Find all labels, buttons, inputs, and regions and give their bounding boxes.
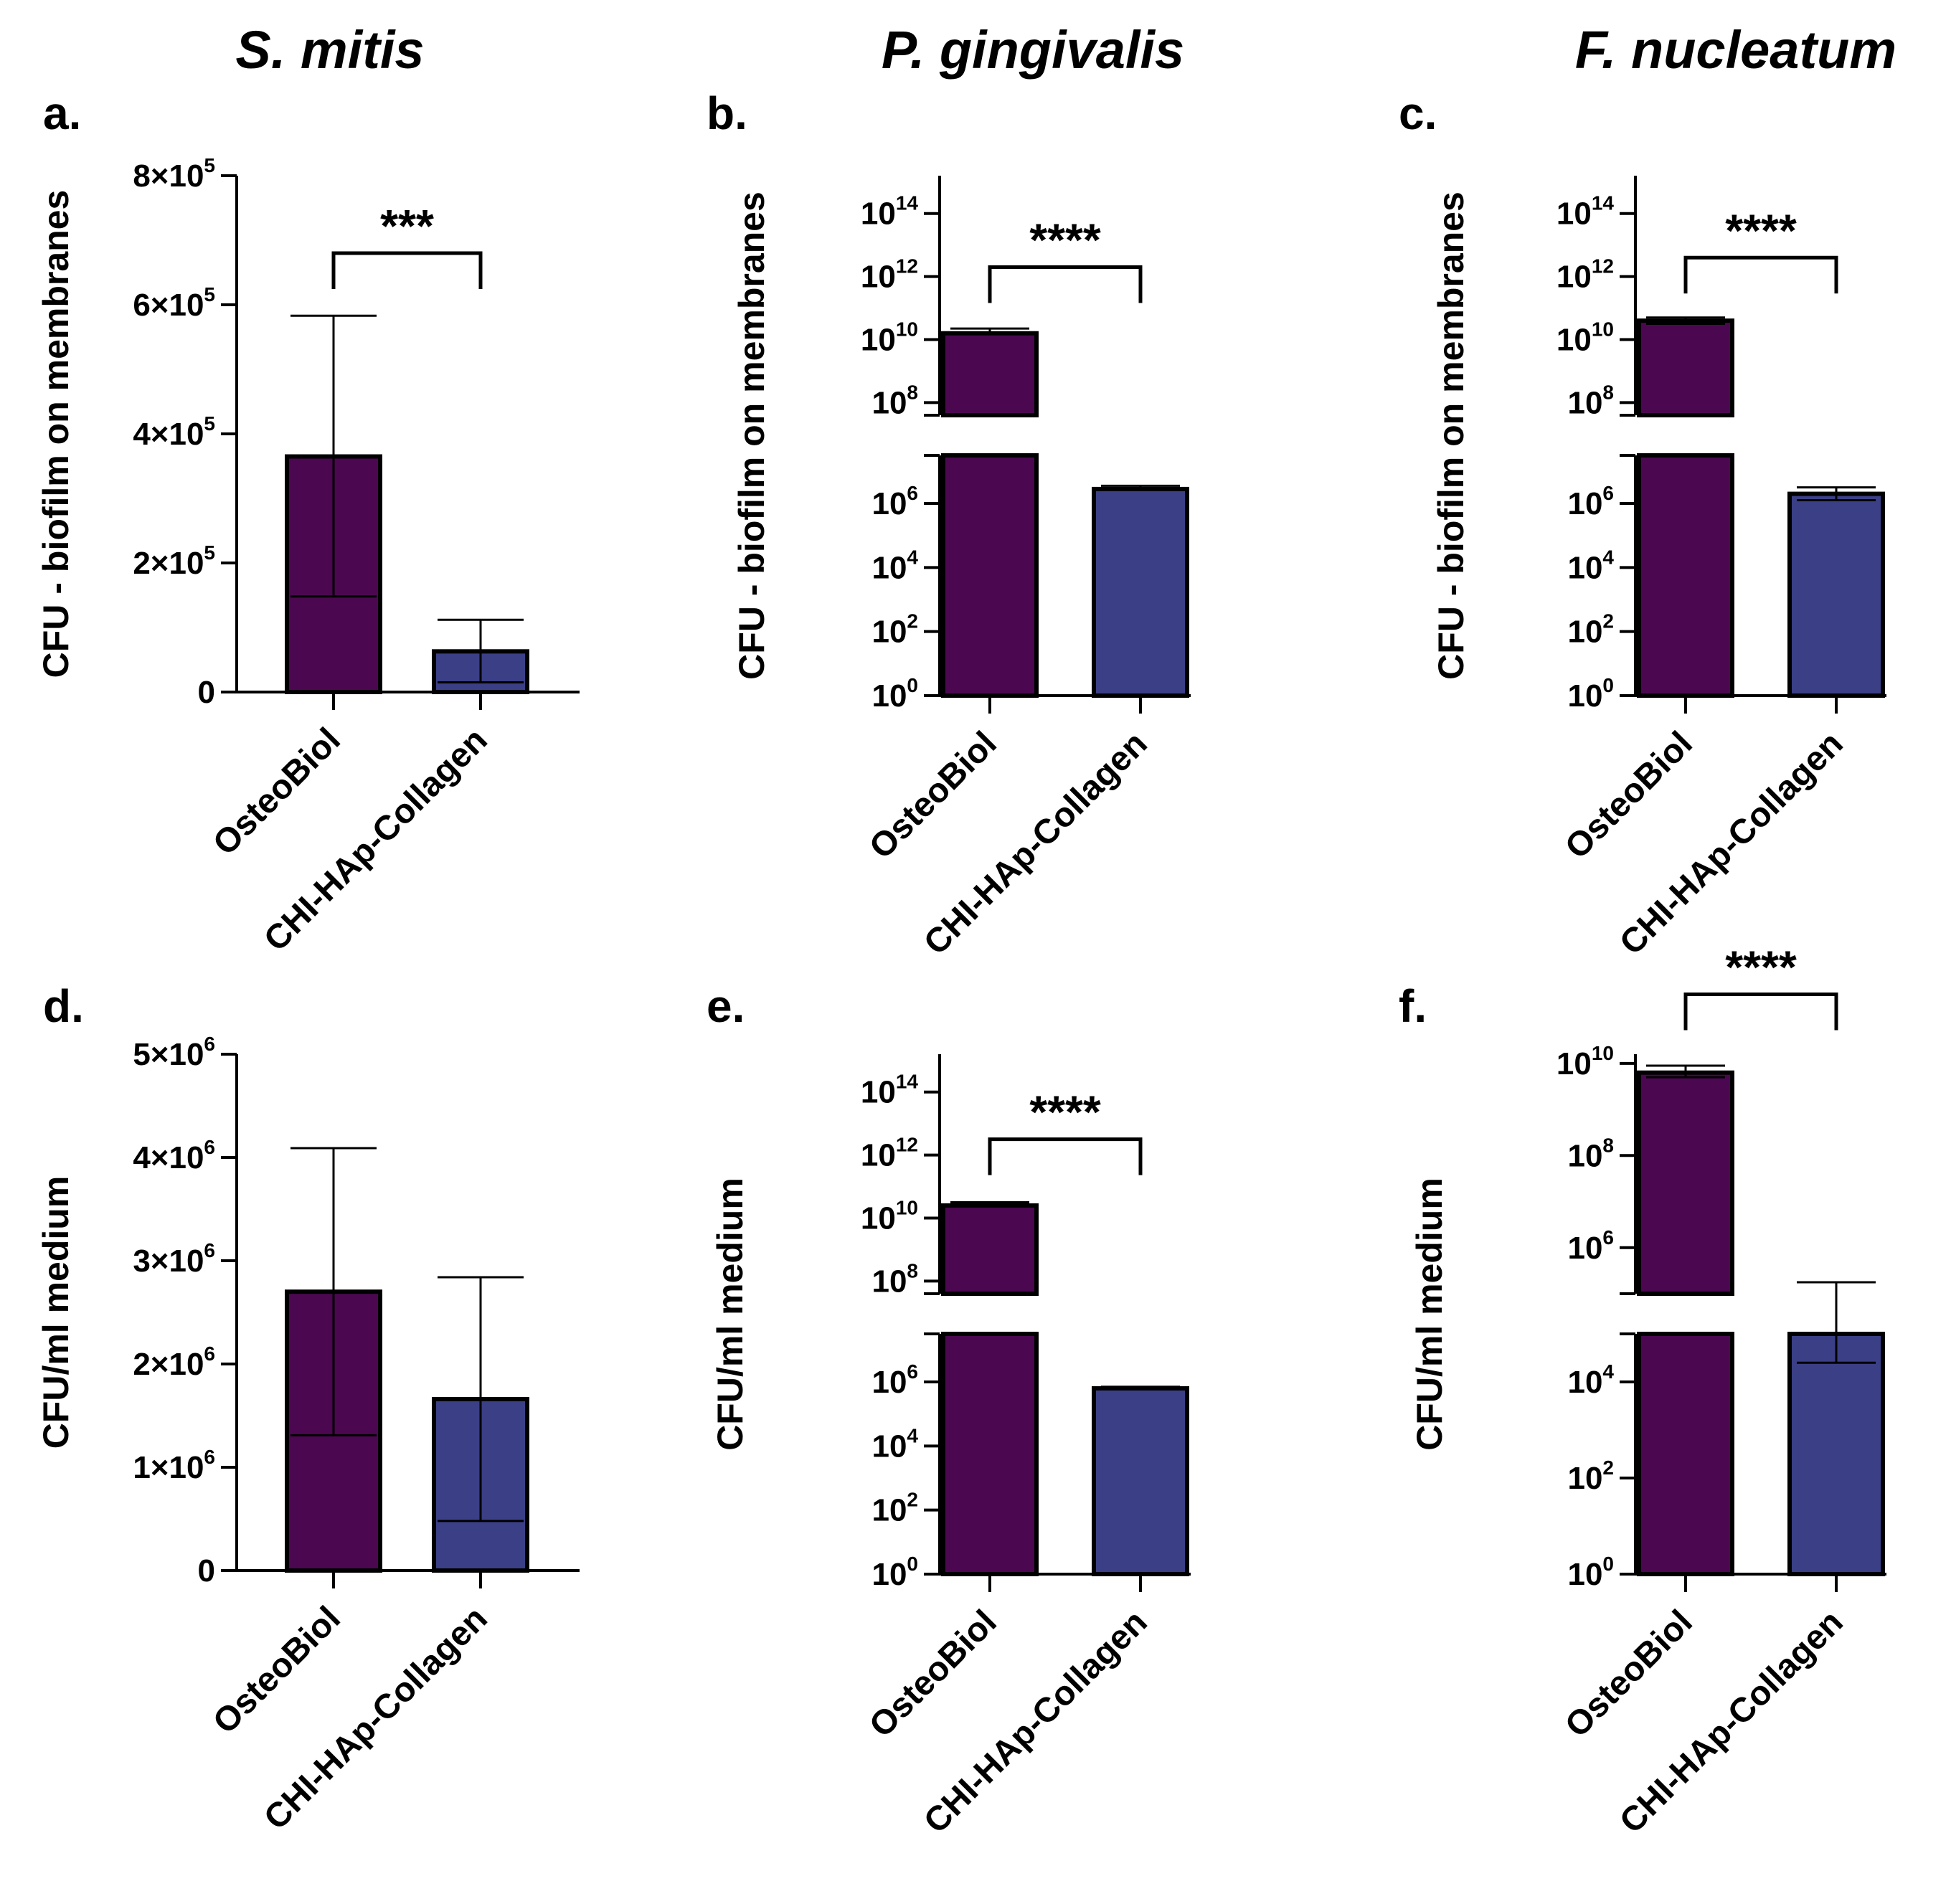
y-tick-label: 108	[871, 381, 918, 420]
y-tick-label: 100	[871, 674, 918, 714]
significance-bracket	[988, 265, 1143, 303]
panel-label: b.	[707, 87, 747, 139]
y-tick-label: 8×105	[133, 154, 215, 194]
y-axis-label: CFU/ml medium	[1409, 1178, 1450, 1451]
bar-1	[1787, 1332, 1885, 1576]
y-tick-label: 100	[1567, 1553, 1614, 1592]
y-tick-label: 1010	[1556, 1042, 1614, 1081]
x-tick-label: OsteoBiol	[1558, 1603, 1700, 1745]
y-tick-label: 104	[871, 1424, 918, 1464]
panel-label: f.	[1399, 980, 1427, 1032]
bar-1	[1092, 486, 1189, 698]
bar-0-upper	[1637, 1070, 1734, 1296]
y-tick-label: 1010	[1556, 318, 1614, 358]
x-tick-label: OsteoBiol	[862, 724, 1004, 866]
bar-1	[1787, 491, 1885, 698]
y-tick-label: 102	[871, 610, 918, 650]
panel-d: d.CFU/ml mediumOsteoBiolCHI-HAp-Collagen…	[36, 980, 580, 1837]
y-tick-label: 100	[871, 1553, 918, 1592]
panel-label: a.	[43, 87, 81, 139]
y-tick-label: 108	[1567, 1134, 1614, 1173]
significance-bracket	[988, 1137, 1143, 1175]
bar-0-lower	[1637, 1332, 1734, 1576]
panel-b: b.CFU - biofilm on membranesOsteoBiolCHI…	[707, 87, 1191, 962]
y-tick-label: 106	[871, 1360, 918, 1400]
y-tick-label: 2×105	[133, 541, 215, 581]
panel-a: a.CFU - biofilm on membranesOsteoBiolCHI…	[36, 87, 580, 959]
bar-0-lower	[941, 453, 1039, 698]
y-tick-label: 104	[871, 546, 918, 585]
y-axis-label: CFU - biofilm on membranes	[1431, 191, 1471, 680]
y-tick-label: 1012	[861, 1134, 918, 1173]
species-title-s-mitis: S. mitis	[235, 20, 424, 80]
y-tick-label: 100	[1567, 674, 1614, 714]
y-axis-label: CFU/ml medium	[710, 1178, 750, 1451]
panel-f: f.CFU/ml mediumOsteoBiolCHI-HAp-Collagen…	[1399, 942, 1886, 1841]
y-tick-label: 106	[1567, 1226, 1614, 1266]
y-axis-label: CFU - biofilm on membranes	[36, 190, 76, 678]
y-axis-label: CFU - biofilm on membranes	[732, 191, 772, 680]
significance-stars: ***	[380, 200, 434, 252]
panel-label: e.	[707, 980, 745, 1032]
y-tick-label: 1012	[861, 255, 918, 295]
significance-stars: ****	[1029, 214, 1101, 265]
y-tick-label: 102	[871, 1489, 918, 1528]
bar-1	[1092, 1386, 1189, 1577]
y-tick-label: 2×106	[133, 1342, 215, 1382]
panel-c: c.CFU - biofilm on membranesOsteoBiolCHI…	[1399, 87, 1886, 962]
bar-0-lower	[941, 1332, 1039, 1576]
y-tick-label: 108	[1567, 381, 1614, 420]
y-tick-label: 102	[1567, 1457, 1614, 1496]
panel-label: d.	[43, 980, 84, 1032]
x-tick-label: OsteoBiol	[862, 1603, 1004, 1745]
y-tick-label: 0	[198, 1553, 215, 1588]
x-tick-label: OsteoBiol	[206, 1599, 348, 1741]
y-tick-label: 104	[1567, 546, 1614, 585]
y-tick-label: 0	[198, 675, 215, 710]
y-tick-label: 1014	[861, 192, 919, 232]
y-tick-label: 1010	[861, 1197, 918, 1236]
panel-e: e.CFU/ml mediumOsteoBiolCHI-HAp-Collagen…	[707, 980, 1191, 1841]
x-tick-label: OsteoBiol	[206, 721, 348, 863]
y-tick-label: 104	[1567, 1360, 1614, 1400]
y-tick-label: 1014	[1556, 192, 1615, 232]
y-tick-label: 1014	[861, 1071, 919, 1110]
significance-stars: ****	[1725, 942, 1797, 993]
y-tick-label: 1010	[861, 318, 918, 358]
y-tick-label: 106	[871, 482, 918, 521]
y-tick-label: 1012	[1556, 255, 1614, 295]
y-axis-label: CFU/ml medium	[36, 1176, 76, 1449]
y-tick-label: 1×106	[133, 1446, 215, 1485]
y-tick-label: 102	[1567, 610, 1614, 650]
y-tick-label: 4×106	[133, 1136, 215, 1175]
species-title-f-nucleatum: F. nucleatum	[1575, 20, 1896, 80]
y-tick-label: 6×105	[133, 283, 215, 323]
panel-label: c.	[1399, 87, 1437, 139]
species-title-p-gingivalis: P. gingivalis	[882, 20, 1184, 80]
y-tick-label: 5×106	[133, 1033, 215, 1072]
y-tick-label: 108	[871, 1259, 918, 1299]
significance-stars: ****	[1725, 204, 1797, 256]
bar-0-upper	[941, 331, 1039, 418]
bar-0-upper	[941, 1203, 1039, 1297]
y-tick-label: 106	[1567, 482, 1614, 521]
significance-bracket	[1683, 255, 1838, 294]
y-tick-label: 4×105	[133, 412, 215, 452]
significance-bracket	[1683, 993, 1838, 1031]
y-tick-label: 3×106	[133, 1239, 215, 1279]
bar-0-lower	[1637, 453, 1734, 698]
bar-0-upper	[1637, 318, 1734, 417]
x-tick-label: OsteoBiol	[1558, 724, 1700, 866]
significance-bracket	[331, 251, 483, 289]
significance-stars: ****	[1029, 1086, 1101, 1138]
